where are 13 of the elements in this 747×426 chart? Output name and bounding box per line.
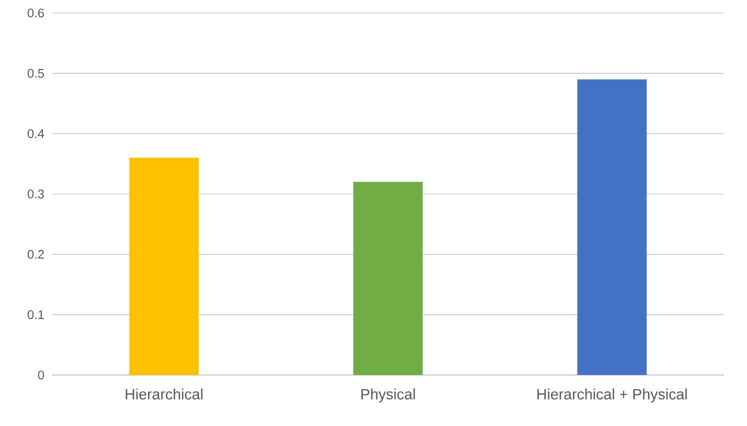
- y-tick-label: 0.4: [28, 129, 44, 138]
- y-tick-label: 0.3: [28, 190, 44, 198]
- x-tick-label: Physical: [361, 388, 415, 402]
- y-tick-label: 0.2: [28, 250, 44, 259]
- bar: [353, 182, 423, 375]
- y-tick-label: 0.5: [28, 68, 44, 78]
- y-tick-label: 0.1: [28, 310, 44, 320]
- x-tick-label: Hierarchical + Physical: [537, 388, 687, 402]
- y-tick-label: 0.6: [28, 8, 44, 18]
- x-tick-label: Hierarchical: [126, 388, 202, 400]
- y-tick-label: 0: [38, 370, 44, 380]
- bar: [577, 79, 647, 375]
- bar: [129, 158, 199, 375]
